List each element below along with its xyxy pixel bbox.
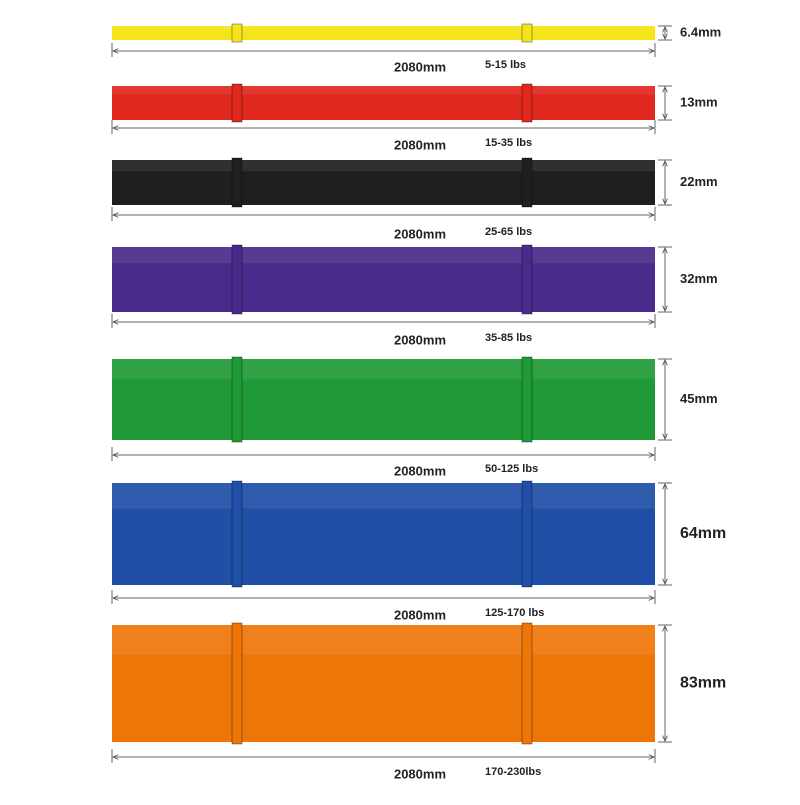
resistance-label: 50-125 lbs: [485, 463, 538, 475]
band: [112, 483, 655, 585]
band: [112, 26, 655, 40]
band-shade: [112, 86, 655, 95]
band-clip: [231, 480, 243, 588]
band-clip: [231, 244, 243, 315]
length-label: 2080mm: [394, 137, 446, 152]
band-clip: [231, 23, 243, 43]
band-shade: [112, 483, 655, 509]
resistance-label: 125-170 lbs: [485, 607, 544, 619]
band-shade: [112, 160, 655, 172]
band: [112, 247, 655, 312]
band-clip: [521, 23, 533, 43]
band-clip: [521, 356, 533, 443]
thickness-label: 45mm: [680, 391, 718, 406]
thickness-label: 32mm: [680, 271, 718, 286]
length-label: 2080mm: [394, 226, 446, 241]
band: [112, 86, 655, 120]
band-shade: [112, 625, 655, 655]
resistance-label: 35-85 lbs: [485, 332, 532, 344]
band: [112, 359, 655, 440]
band-clip: [521, 622, 533, 745]
length-label: 2080mm: [394, 607, 446, 622]
length-label: 2080mm: [394, 463, 446, 478]
band-clip: [231, 356, 243, 443]
band-clip: [521, 480, 533, 588]
band-clip: [521, 83, 533, 123]
resistance-label: 25-65 lbs: [485, 226, 532, 238]
band-shade: [112, 26, 655, 30]
band-shade: [112, 359, 655, 380]
band-clip: [231, 83, 243, 123]
band-clip: [521, 244, 533, 315]
thickness-label: 13mm: [680, 94, 718, 109]
length-label: 2080mm: [394, 766, 446, 781]
thickness-label: 83mm: [680, 675, 726, 692]
thickness-label: 64mm: [680, 525, 726, 542]
resistance-label: 15-35 lbs: [485, 137, 532, 149]
thickness-label: 6.4mm: [680, 24, 721, 39]
resistance-label: 170-230lbs: [485, 766, 541, 778]
band-clip: [231, 622, 243, 745]
length-label: 2080mm: [394, 59, 446, 74]
band-shade: [112, 247, 655, 264]
length-label: 2080mm: [394, 332, 446, 347]
band: [112, 625, 655, 742]
band-clip: [521, 157, 533, 208]
band-clip: [231, 157, 243, 208]
band: [112, 160, 655, 205]
thickness-label: 22mm: [680, 174, 718, 189]
resistance-label: 5-15 lbs: [485, 59, 526, 71]
